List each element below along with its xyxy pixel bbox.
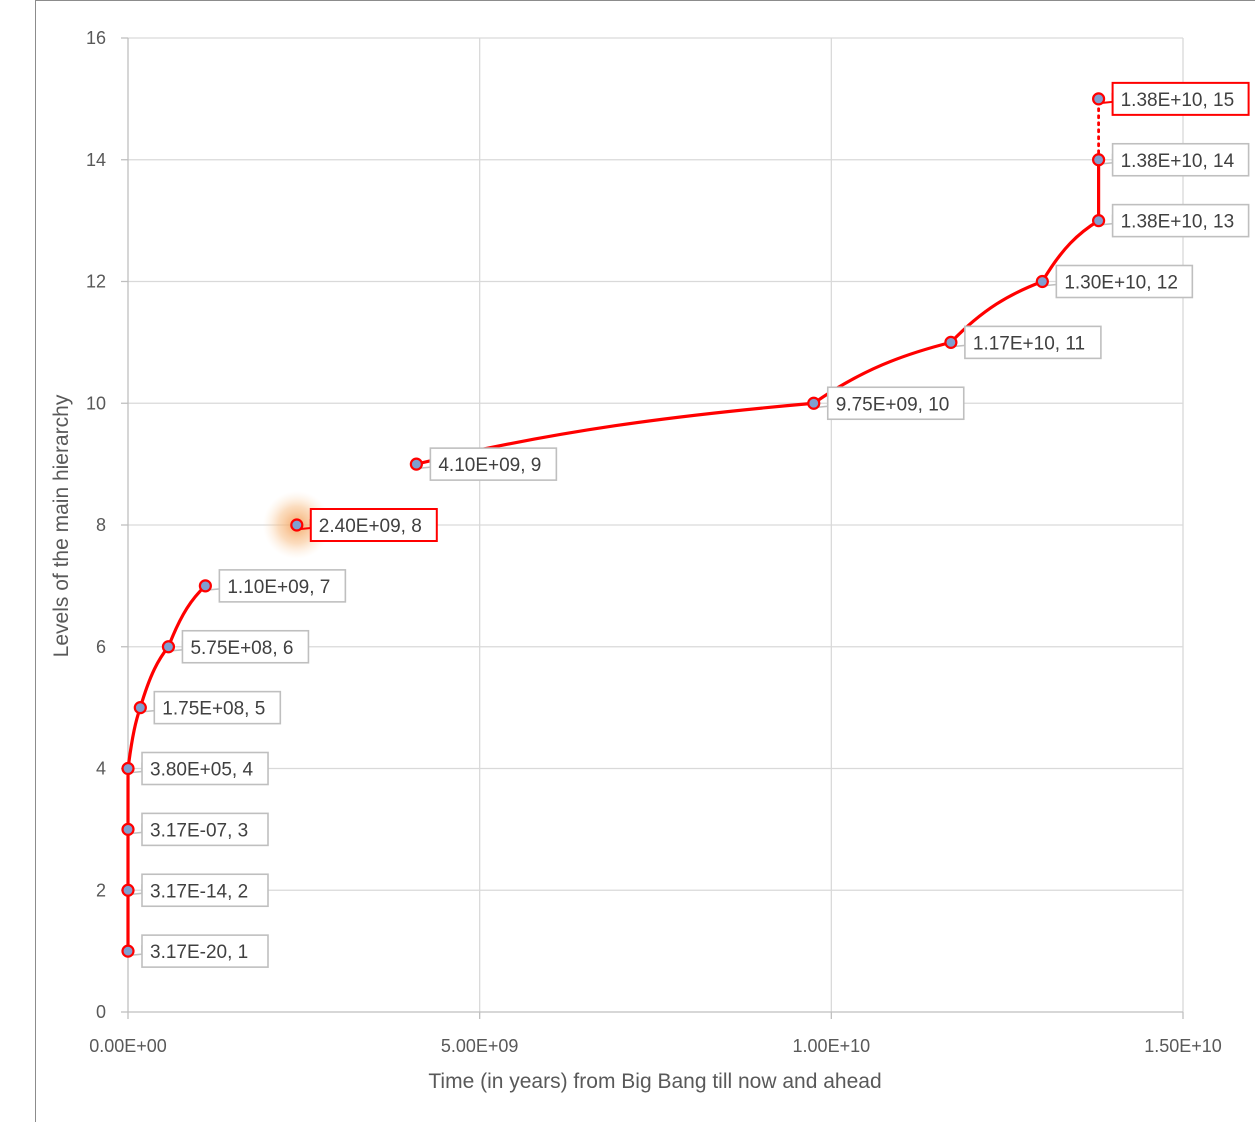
- y-tick-label: 10: [86, 393, 106, 413]
- data-point: [807, 396, 821, 410]
- x-tick-label: 0.00E+00: [89, 1036, 167, 1056]
- data-point: [121, 761, 135, 776]
- y-tick-label: 2: [96, 880, 106, 900]
- data-label-box: [826, 386, 965, 421]
- data-label-box: [429, 447, 558, 481]
- tick-labels: 0 2 4 6 8 10 12 14 16 0.00E+00 5.00E+09 1.00E+10 1.5…: [86, 28, 1222, 1056]
- data-label: 9.75E+09, 10: [836, 394, 950, 415]
- x-tick-label: 1.00E+10: [793, 1036, 871, 1056]
- x-tick-label: 5.00E+09: [441, 1036, 519, 1056]
- y-tick-label: 8: [96, 515, 106, 535]
- chart-frame: [35, 0, 1255, 1122]
- data-label: 1.38E+10, 15: [1121, 90, 1235, 111]
- data-point: [1035, 274, 1049, 289]
- data-label-box: [141, 873, 269, 908]
- data-label-box: [964, 325, 1102, 360]
- data-label-box: [141, 934, 269, 968]
- data-label: 3.17E-20, 1: [150, 942, 248, 963]
- data-label: 2.40E+09, 8: [319, 516, 422, 537]
- data-point: [1091, 214, 1106, 228]
- data-point: [290, 518, 304, 532]
- data-label: 1.75E+08, 5: [162, 699, 265, 720]
- data-label-box: [1111, 203, 1250, 238]
- data-label: 1.38E+10, 13: [1121, 212, 1235, 233]
- data-label: 1.10E+09, 7: [227, 577, 330, 598]
- data-label: 4.10E+09, 9: [438, 455, 541, 476]
- y-tick-label: 6: [96, 637, 106, 657]
- data-point: [1091, 153, 1106, 167]
- data-label-box: [153, 690, 282, 725]
- data-point: [944, 335, 958, 349]
- y-tick-label: 14: [86, 150, 106, 170]
- data-point: [121, 883, 135, 897]
- y-tick-label: 12: [86, 272, 106, 292]
- data-point: [121, 822, 135, 836]
- y-tick-label: 16: [86, 28, 106, 48]
- y-axis-title: Levels of the main hierarchy: [50, 394, 73, 657]
- data-markers: [121, 92, 1106, 958]
- data-label-box: [1111, 81, 1250, 116]
- gridlines: [128, 37, 1184, 1012]
- data-point: [133, 701, 147, 715]
- data-point: [198, 579, 212, 593]
- x-axis-title: Time (in years) from Big Bang till now a…: [428, 1070, 881, 1093]
- data-labels: 3.17E-20, 1 3.17E-14, 2 3.17E-07, 3 3.80E+0…: [141, 81, 1250, 968]
- data-label: 5.75E+08, 6: [190, 638, 293, 659]
- data-point: [1091, 92, 1106, 106]
- data-label-box: [181, 629, 310, 664]
- data-label-box: [141, 812, 269, 847]
- data-label-box: [141, 751, 269, 786]
- y-tick-label: 4: [96, 759, 106, 779]
- data-point: [121, 944, 135, 958]
- data-point: [409, 457, 423, 471]
- data-label: 3.80E+05, 4: [150, 760, 253, 781]
- data-label: 1.38E+10, 14: [1121, 151, 1235, 172]
- series-segment-12-13: [1040, 219, 1101, 284]
- x-tick-label: 1.50E+10: [1144, 1036, 1222, 1056]
- series-segment-4-5: [126, 706, 142, 771]
- data-label: 3.17E-14, 2: [150, 881, 248, 902]
- data-label-box: [218, 569, 347, 603]
- data-point: [161, 640, 176, 654]
- data-label: 1.17E+10, 11: [973, 333, 1085, 354]
- data-label: 3.17E-07, 3: [150, 820, 248, 841]
- series-segment-11-12: [949, 279, 1044, 344]
- data-label-box: [309, 508, 438, 542]
- data-label: 1.30E+10, 12: [1064, 273, 1178, 294]
- data-label-box: [1055, 264, 1194, 299]
- data-label-box: [1111, 142, 1250, 177]
- y-tick-label: 0: [96, 1002, 106, 1022]
